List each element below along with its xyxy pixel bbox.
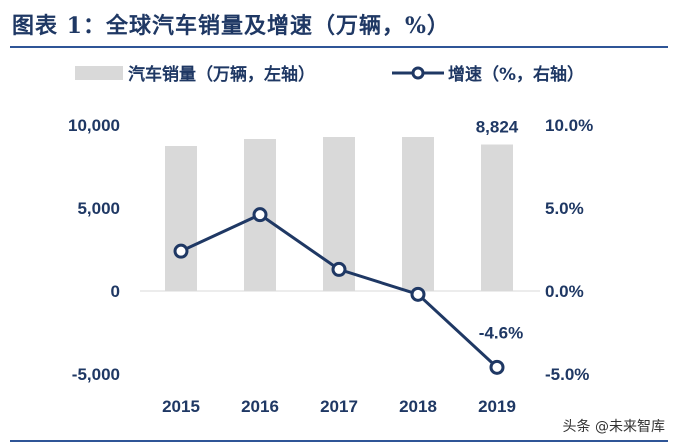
x-tick-label: 2017: [320, 397, 358, 416]
chart-title: 图表 1：全球汽车销量及增速（万辆，%）: [12, 13, 450, 39]
bar-2015: [165, 145, 197, 291]
left-tick-label: 5,000: [77, 199, 120, 218]
legend-label-sales: 汽车销量（万辆，左轴）: [128, 64, 315, 85]
right-tick-label: -5.0%: [545, 365, 589, 384]
right-tick-label: 5.0%: [545, 199, 584, 218]
legend-bar-swatch: [75, 66, 123, 80]
x-tick-label: 2016: [241, 397, 279, 416]
growth-point-2018: [410, 286, 426, 302]
legend-line-marker: [411, 66, 425, 80]
data-label-growth: -4.6%: [479, 323, 523, 342]
bar-2018: [402, 137, 434, 291]
bar-2019: [481, 144, 513, 291]
right-tick-label: 0.0%: [545, 282, 584, 301]
watermark: 头条 @未来智库: [562, 419, 665, 435]
data-label-sales: 8,824: [476, 118, 519, 137]
title-divider: [10, 46, 668, 48]
growth-point-2016: [252, 207, 268, 223]
x-tick-label: 2015: [162, 397, 200, 416]
growth-point-2019: [489, 359, 505, 375]
growth-point-2017: [331, 261, 347, 277]
right-tick-label: 10.0%: [545, 116, 593, 135]
left-tick-label: 10,000: [68, 116, 120, 135]
left-tick-label: 0: [111, 282, 120, 301]
legend-label-growth: 增速（%，右轴）: [448, 64, 584, 85]
bottom-divider: [10, 440, 668, 442]
x-tick-label: 2018: [399, 397, 437, 416]
x-tick-label: 2019: [478, 397, 516, 416]
growth-point-2015: [173, 243, 189, 259]
left-tick-label: -5,000: [72, 365, 120, 384]
